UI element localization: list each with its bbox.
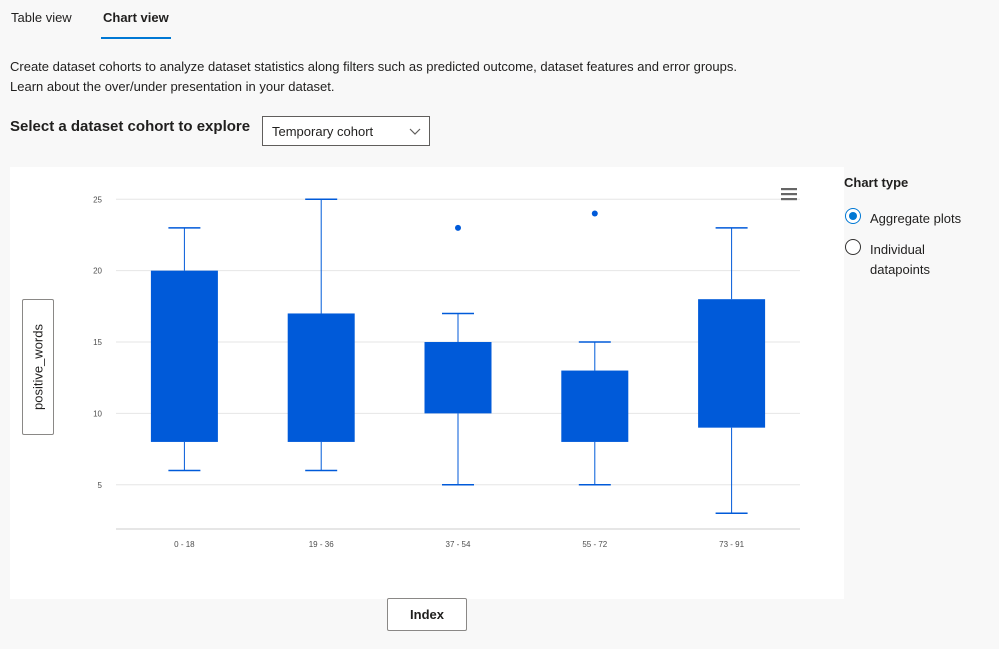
- y-axis-label: positive_words: [30, 324, 46, 410]
- outlier-point: [455, 224, 461, 231]
- box-73-91: [698, 299, 766, 428]
- tab-table-view[interactable]: Table view: [11, 10, 72, 25]
- cohort-select-label: Select a dataset cohort to explore: [10, 118, 251, 135]
- x-tick-label: 0 - 18: [174, 540, 195, 549]
- outlier-point: [591, 210, 598, 217]
- tab-bar: Table view Chart view: [0, 0, 400, 40]
- x-axis-selector-button[interactable]: Index: [387, 598, 467, 631]
- chart-type-title: Chart type: [844, 175, 909, 190]
- chart-panel: 5 10 15 20 25 0 - 18 19 - 36 37 - 54 55 - 72 73 -…: [10, 167, 844, 599]
- y-tick-label: 10: [93, 409, 102, 418]
- radio-checked-icon: [845, 208, 861, 224]
- y-tick-label: 20: [93, 267, 102, 276]
- y-tick-label: 25: [93, 195, 102, 204]
- chevron-down-icon: [409, 128, 421, 135]
- cohort-dropdown-value: Temporary cohort: [272, 124, 374, 139]
- x-tick-label: 55 - 72: [582, 540, 607, 549]
- box-19-36: [287, 313, 355, 442]
- y-axis-selector-button[interactable]: positive_words: [22, 299, 54, 435]
- radio-aggregate-label: Aggregate plots: [870, 211, 962, 226]
- y-tick-label: 15: [93, 338, 102, 347]
- tab-chart-view[interactable]: Chart view: [103, 10, 169, 25]
- y-tick-label: 5: [98, 481, 103, 490]
- box-55-72: [561, 370, 629, 442]
- x-axis-label: Index: [410, 607, 444, 622]
- x-tick-label: 73 - 91: [719, 540, 744, 549]
- cohort-dropdown[interactable]: Temporary cohort: [262, 116, 430, 146]
- hamburger-menu-icon[interactable]: [781, 187, 797, 201]
- box-37-54: [424, 342, 492, 414]
- box-0-18: [150, 270, 218, 442]
- box-plot-chart: 5 10 15 20 25 0 - 18 19 - 36 37 - 54 55 - 72 73 -…: [93, 195, 800, 549]
- selected-tab-indicator: [101, 37, 171, 39]
- radio-individual-label: Individual datapoints: [870, 242, 930, 277]
- radio-unchecked-icon: [845, 239, 861, 255]
- description-text: Create dataset cohorts to analyze datase…: [10, 59, 737, 94]
- x-tick-label: 37 - 54: [446, 540, 471, 549]
- x-tick-label: 19 - 36: [309, 540, 334, 549]
